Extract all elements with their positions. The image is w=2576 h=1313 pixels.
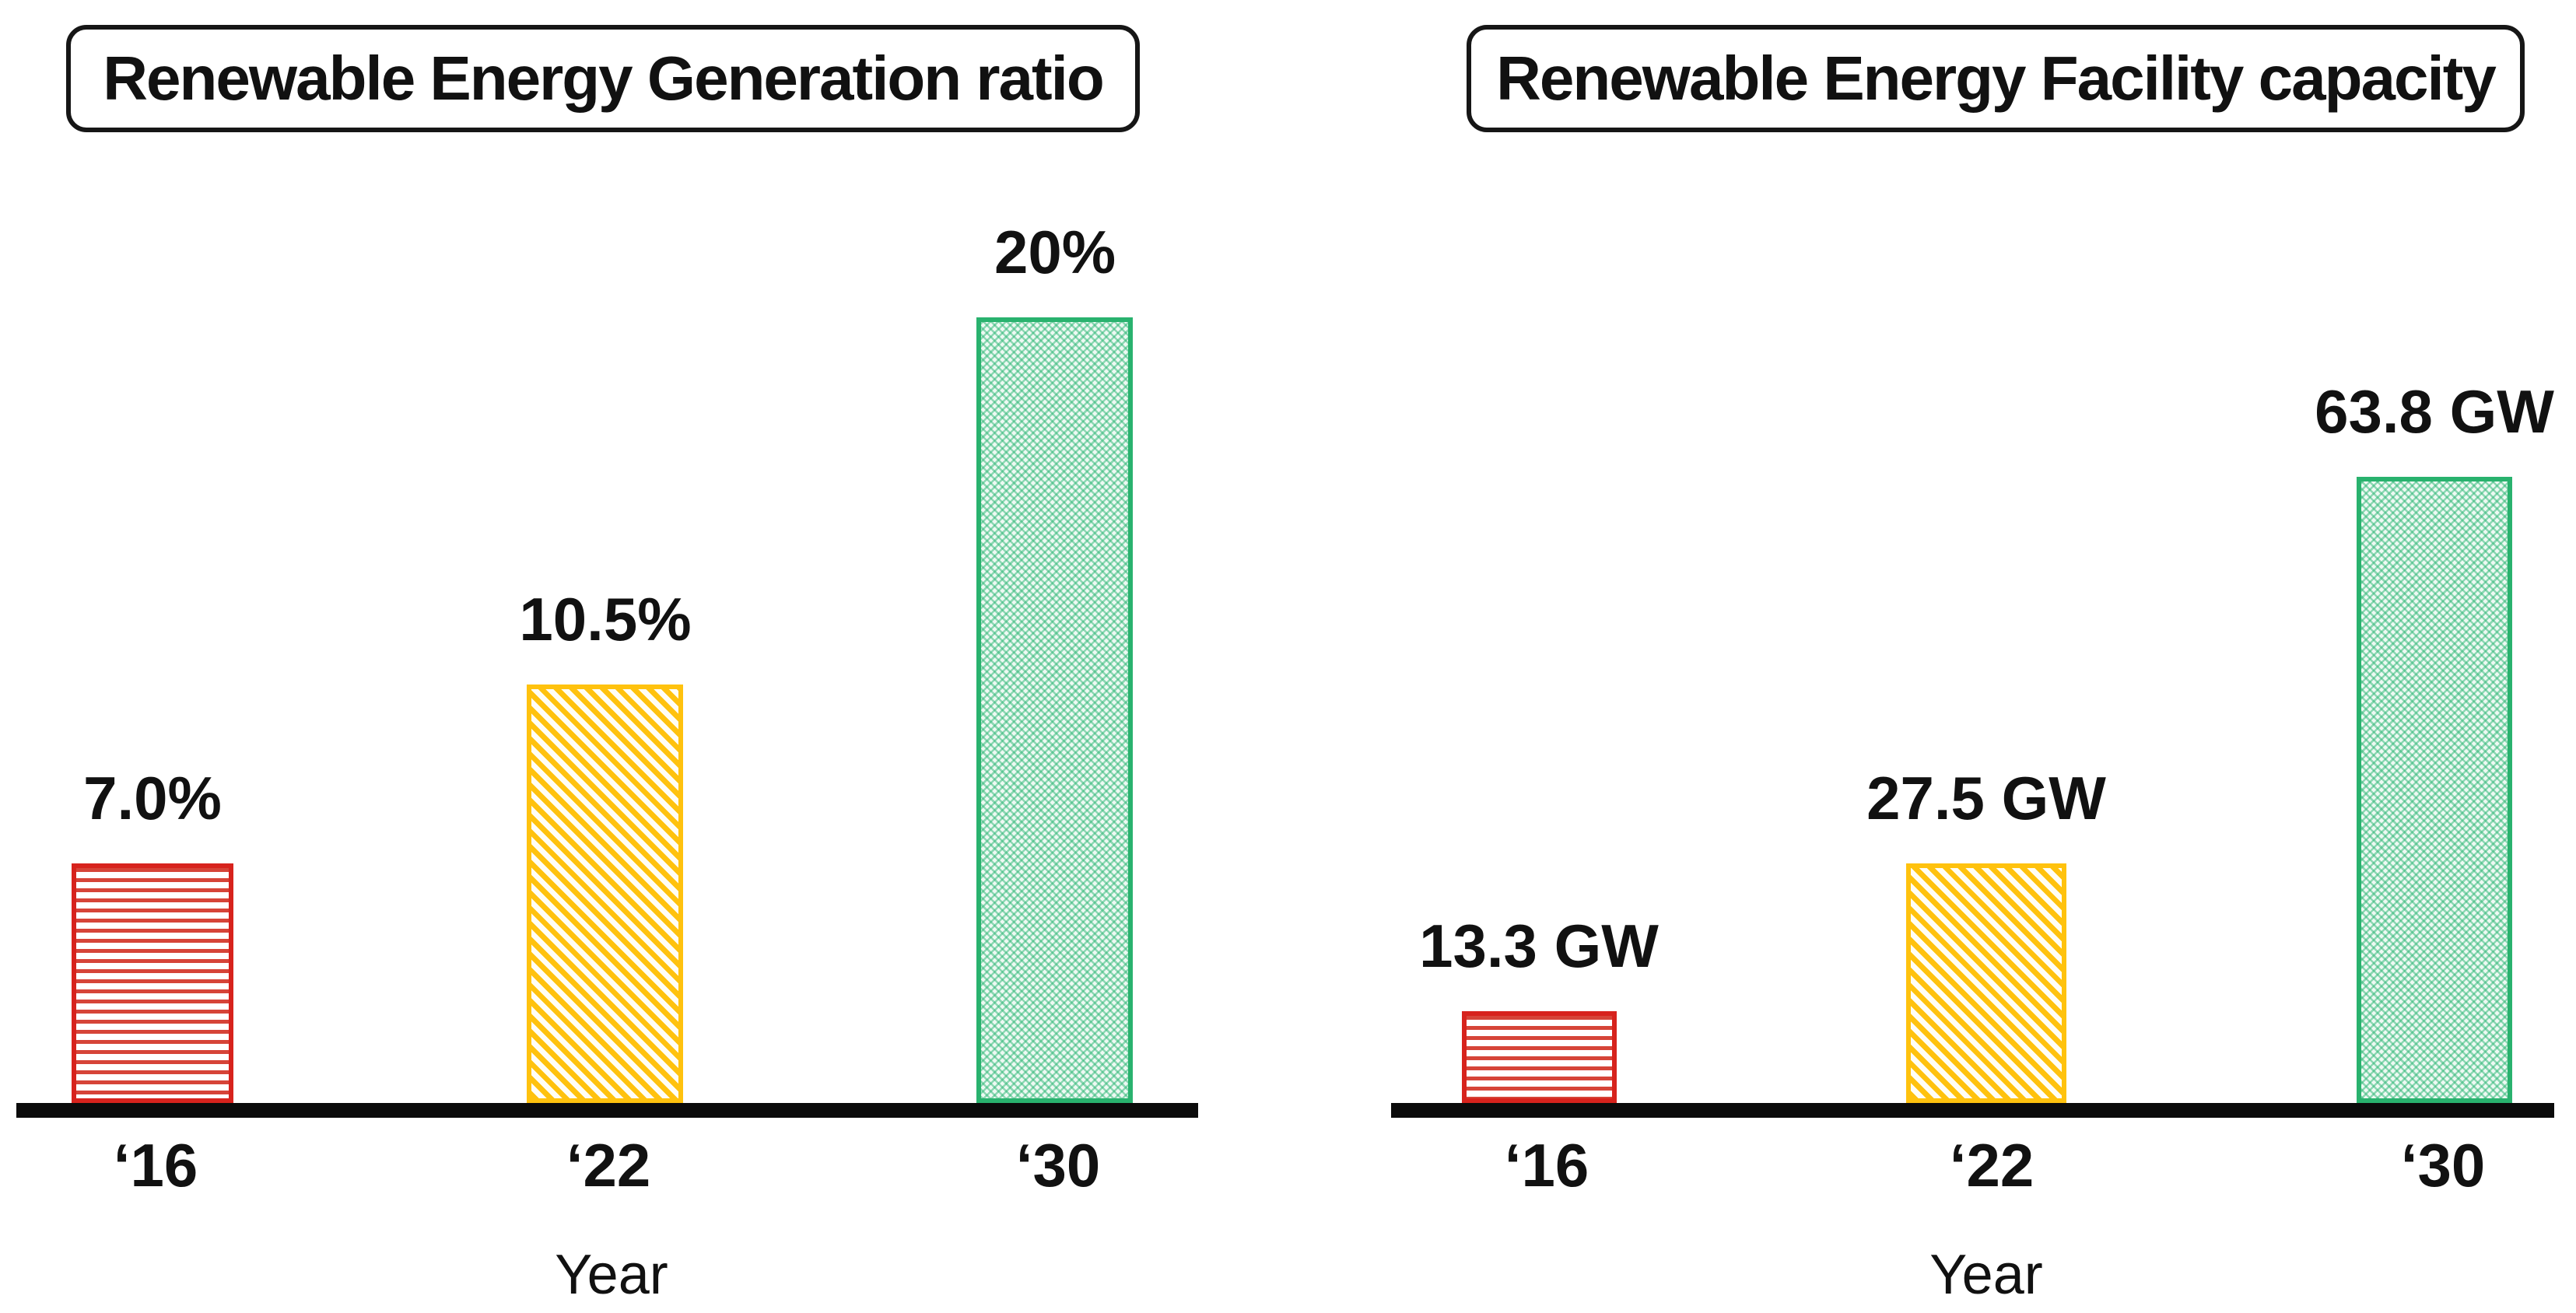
tick-label-2030: ‘30 [2400, 1131, 2486, 1199]
x-axis-title: Year [1929, 1244, 2043, 1306]
value-label-2022: 27.5 GW [1866, 764, 2106, 832]
x-axis-line [1391, 1103, 2554, 1118]
value-label-2016: 7.0% [83, 764, 222, 832]
chart-title-box: Renewable Energy Generation ratio [66, 25, 1140, 132]
value-label-2030: 20% [994, 218, 1116, 286]
bar-2022-diagonal-stripe [527, 685, 683, 1103]
bar-2016-horizontal-stripe [72, 863, 233, 1103]
tick-label-2016: ‘16 [1504, 1131, 1589, 1199]
chart-title: Renewable Energy Facility capacity [1496, 44, 2497, 113]
chart-title-box: Renewable Energy Facility capacity [1467, 25, 2525, 132]
tick-label-2030: ‘30 [1015, 1131, 1101, 1199]
tick-label-2016: ‘16 [113, 1131, 198, 1199]
value-label-2030: 63.8 GW [2315, 377, 2554, 446]
x-axis-line [16, 1103, 1198, 1118]
value-label-2022: 10.5% [519, 585, 692, 653]
bar-2030-dot-hatch [976, 317, 1133, 1103]
bar-2030-dot-hatch [2357, 477, 2512, 1103]
tick-label-2022: ‘22 [566, 1131, 651, 1199]
value-label-2016: 13.3 GW [1419, 912, 1659, 980]
bar-2016-horizontal-stripe [1462, 1011, 1617, 1103]
chart-title: Renewable Energy Generation ratio [103, 44, 1104, 113]
tick-label-2022: ‘22 [1949, 1131, 2035, 1199]
bar-2022-diagonal-stripe [1906, 863, 2066, 1103]
x-axis-title: Year [555, 1244, 668, 1306]
